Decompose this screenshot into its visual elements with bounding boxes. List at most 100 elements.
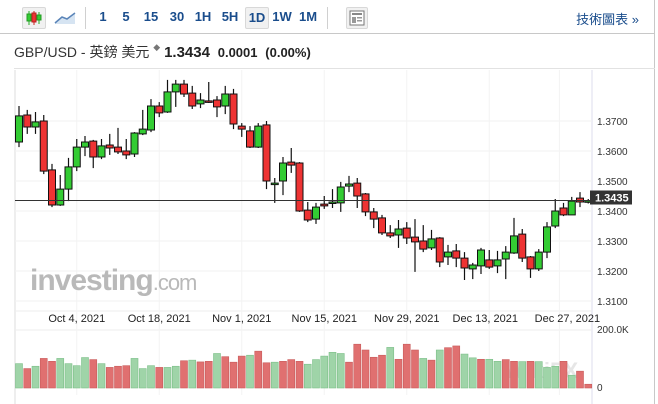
volume-bar: [171, 365, 180, 389]
volume-bar: [543, 367, 551, 389]
interval-1d[interactable]: 1D: [245, 7, 269, 29]
volume-bar: [97, 363, 106, 389]
candle-body: [23, 114, 32, 128]
candle-body: [213, 99, 221, 108]
tag-icon: ◆: [153, 42, 161, 52]
volume-bar: [23, 368, 32, 389]
candle-body: [468, 264, 477, 270]
volume-bar: [15, 363, 23, 389]
volume-bar: [361, 349, 370, 389]
interval-1w[interactable]: 1W: [272, 9, 292, 24]
candle-body: [221, 93, 230, 107]
price-tick-label: 1.3100: [597, 297, 628, 308]
volume-bar: [320, 355, 329, 389]
candle-body: [361, 193, 370, 213]
investing-logo-watermark: investing.com: [30, 264, 196, 297]
volume-bar: [353, 343, 362, 389]
layout-button[interactable]: [346, 7, 368, 29]
volume-bar: [72, 365, 81, 389]
candle-body: [196, 99, 205, 105]
candle-body: [163, 91, 172, 113]
date-tick-label: Dec 13, 2021: [453, 313, 518, 325]
volume-bar: [576, 370, 584, 389]
chart-toolbar: 1 5 15 30 1H 5H 1D 1W 1M 技術圖表 »: [0, 0, 655, 34]
volume-bar: [534, 361, 543, 389]
price-tick-label: 1.3700: [597, 117, 628, 128]
volume-bar: [345, 361, 353, 389]
candle-body: [114, 146, 122, 153]
price-change-percent: (0.00%): [265, 45, 311, 60]
toolbar-divider: [85, 7, 86, 29]
volume-bar: [130, 358, 139, 389]
candle-body: [204, 100, 213, 103]
candle-body: [493, 259, 502, 267]
volume-bar: [411, 349, 419, 389]
interval-15[interactable]: 15: [143, 9, 159, 24]
symbol-name: GBP/USD - 英鎊 美元: [14, 44, 150, 60]
volume-bar: [518, 361, 527, 389]
volume-bar: [138, 368, 147, 389]
toolbar-divider: [327, 7, 328, 29]
candle-body: [155, 105, 164, 114]
volume-bar: [303, 363, 312, 389]
interval-1h[interactable]: 1H: [194, 9, 212, 24]
area-chart-button[interactable]: [53, 7, 77, 27]
candle-body: [559, 207, 568, 216]
volume-bar: [262, 362, 271, 389]
candle-body: [419, 240, 428, 250]
volume-bar: [427, 359, 436, 389]
candle-body: [303, 209, 312, 221]
candle-body: [501, 251, 510, 260]
candle-body: [386, 232, 395, 237]
candle-body: [345, 183, 353, 187]
volume-bar: [551, 365, 560, 389]
date-tick-label: Nov 29, 2021: [374, 313, 439, 325]
price-tick-label: 1.3200: [597, 267, 628, 278]
volume-bar: [188, 359, 197, 389]
volume-bar: [163, 367, 172, 389]
volume-bar: [435, 349, 444, 389]
volume-bar: [196, 361, 205, 389]
candle-body: [510, 235, 518, 254]
quote-header: GBP/USD - 英鎊 美元 ◆ 1.3434 0.0001 (0.00%): [14, 42, 311, 62]
interval-5h[interactable]: 5H: [221, 9, 239, 24]
price-change: 0.0001: [217, 45, 258, 60]
volume-bar: [147, 365, 155, 389]
candle-body: [56, 188, 65, 206]
interval-30[interactable]: 30: [169, 9, 185, 24]
area-chart-icon: [54, 12, 76, 24]
candle-body: [279, 162, 287, 182]
candle-body: [328, 201, 337, 204]
interval-1m[interactable]: 1M: [298, 9, 318, 24]
candle-body: [246, 130, 254, 148]
candle-body: [543, 226, 551, 253]
price-tick-label: 1.3500: [597, 177, 628, 188]
volume-bar: [81, 357, 89, 389]
volume-bar: [369, 356, 378, 389]
volume-bar: [39, 358, 48, 389]
volume-bar: [493, 361, 502, 389]
candle-body: [312, 206, 320, 220]
candle-body: [31, 121, 40, 128]
candle-body: [237, 125, 246, 130]
candle-body: [180, 83, 188, 95]
volume-bar: [237, 355, 246, 389]
candlestick-chart-button[interactable]: [22, 7, 46, 29]
candle-body: [336, 186, 345, 204]
volume-bar: [64, 363, 73, 389]
volume-bar: [559, 361, 568, 389]
candlestick-icon: [26, 11, 42, 25]
volume-bar: [386, 347, 395, 389]
interval-1[interactable]: 1: [99, 9, 107, 24]
technical-chart-link[interactable]: 技術圖表 »: [576, 12, 639, 27]
volume-bar: [485, 358, 494, 389]
volume-bar: [48, 361, 56, 389]
candle-body: [485, 259, 494, 268]
candle-body: [188, 92, 197, 107]
interval-5[interactable]: 5: [122, 9, 130, 24]
volume-bar: [526, 361, 535, 389]
candle-body: [444, 251, 452, 258]
volume-bar: [221, 356, 230, 389]
